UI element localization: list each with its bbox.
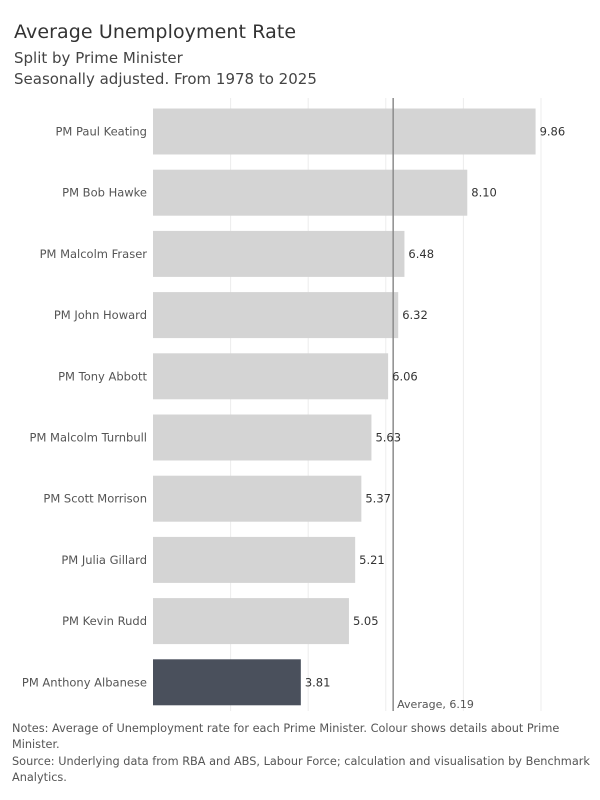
- value-label: 5.21: [359, 553, 385, 567]
- category-label: PM John Howard: [54, 308, 147, 322]
- bar[interactable]: [153, 108, 536, 155]
- average-label: Average, 6.19: [397, 698, 474, 711]
- value-label: 8.10: [471, 186, 497, 200]
- chart-source: Source: Underlying data from RBA and ABS…: [12, 755, 590, 784]
- bars[interactable]: [153, 108, 536, 706]
- bar[interactable]: [153, 169, 468, 216]
- bar[interactable]: [153, 475, 362, 522]
- labels: PM Paul Keating 9.86 PM Bob Hawke 8.10 PM Ma…: [22, 125, 565, 690]
- bar-chart: Average, 6.19 PM Paul Keating 9.86 PM Bob …: [22, 98, 565, 711]
- value-label: 3.81: [305, 675, 331, 689]
- bar[interactable]: [153, 292, 399, 339]
- category-label: PM Tony Abbott: [58, 369, 147, 383]
- bar[interactable]: [153, 230, 405, 277]
- category-label: PM Anthony Albanese: [22, 675, 147, 689]
- chart-title: Average Unemployment Rate: [14, 21, 297, 43]
- average-reference: Average, 6.19: [392, 98, 474, 711]
- value-label: 6.32: [402, 308, 428, 322]
- category-label: PM Scott Morrison: [43, 492, 147, 506]
- category-label: PM Kevin Rudd: [62, 614, 147, 628]
- bar[interactable]: [153, 353, 389, 400]
- chart-notes: Notes: Average of Unemployment rate for …: [12, 722, 560, 751]
- value-label: 5.05: [353, 614, 379, 628]
- category-label: PM Julia Gillard: [61, 553, 147, 567]
- value-label: 5.63: [375, 431, 401, 445]
- category-label: PM Malcolm Turnbull: [30, 431, 147, 445]
- category-label: PM Malcolm Fraser: [40, 247, 148, 261]
- category-label: PM Paul Keating: [55, 125, 147, 139]
- value-label: 6.06: [392, 369, 418, 383]
- bar[interactable]: [153, 659, 301, 706]
- bar[interactable]: [153, 598, 349, 645]
- value-label: 5.37: [365, 492, 391, 506]
- value-label: 6.48: [408, 247, 434, 261]
- chart-subtitle: Split by Prime Minister: [14, 49, 183, 67]
- value-label: 9.86: [540, 125, 566, 139]
- category-label: PM Bob Hawke: [62, 186, 147, 200]
- bar[interactable]: [153, 536, 356, 583]
- bar[interactable]: [153, 414, 372, 461]
- chart-subtitle-date-range: Seasonally adjusted. From 1978 to 2025: [14, 70, 317, 88]
